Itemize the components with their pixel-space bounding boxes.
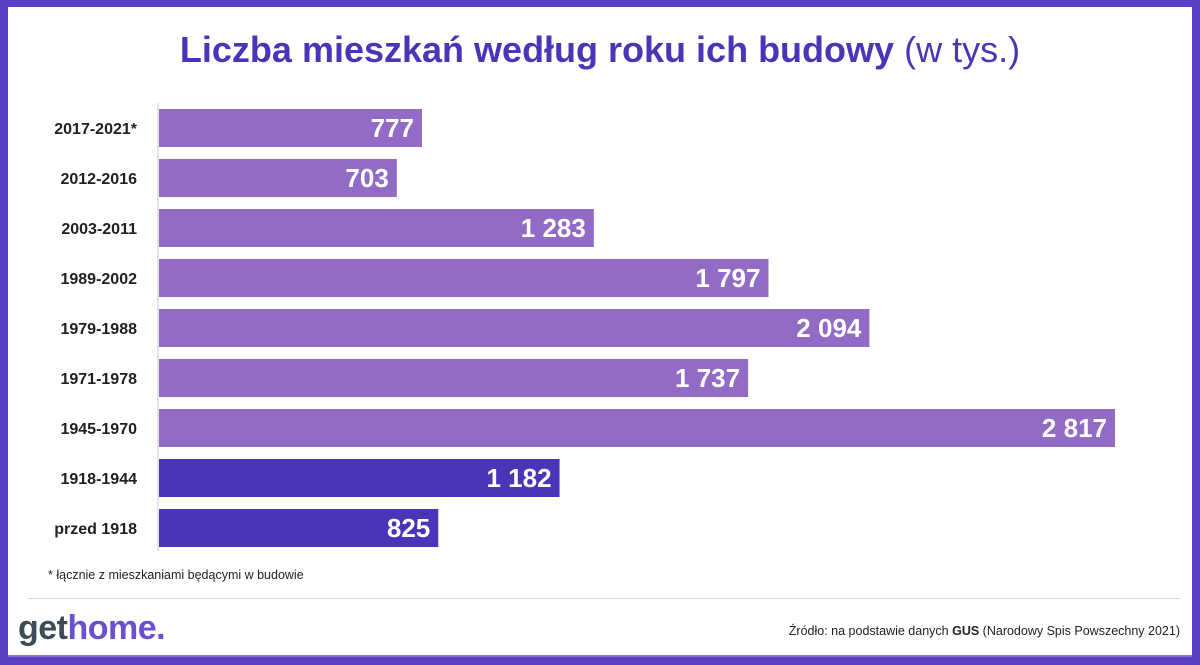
- bar: [159, 259, 769, 297]
- value-label: 777: [371, 113, 414, 143]
- value-label: 825: [387, 513, 430, 543]
- value-label: 1 797: [695, 263, 760, 293]
- source-suffix: (Narodowy Spis Powszechny 2021): [982, 624, 1180, 638]
- footnote: * łącznie z mieszkaniami będącymi w budo…: [48, 568, 304, 582]
- category-label: 1971-1978: [60, 371, 137, 388]
- value-label: 703: [345, 163, 388, 193]
- value-label: 2 094: [796, 313, 862, 343]
- source-org: GUS: [952, 624, 980, 638]
- chart-title: Liczba mieszkań według roku ich budowy (…: [0, 28, 1200, 72]
- logo-home: home.: [67, 609, 166, 647]
- logo-get: get: [18, 609, 68, 647]
- category-label: 1979-1988: [60, 321, 137, 338]
- chart-title-main: Liczba mieszkań według roku ich budowy: [179, 29, 895, 70]
- bar: [159, 309, 870, 347]
- value-label: 1 283: [521, 213, 586, 243]
- bar: [159, 209, 594, 247]
- value-label: 1 737: [675, 363, 740, 393]
- category-label: 2003-2011: [61, 221, 137, 238]
- bar: [159, 409, 1115, 447]
- bar: [159, 459, 560, 497]
- category-label: 1945-1970: [60, 421, 137, 438]
- bar: [159, 159, 397, 197]
- bar: [159, 359, 749, 397]
- source-prefix: Źródło: na podstawie danych: [788, 624, 949, 638]
- category-label: 2012-2016: [60, 171, 137, 188]
- gethome-logo: gethome.: [18, 608, 166, 648]
- frame-inner: [8, 7, 1192, 657]
- divider: [28, 598, 1180, 599]
- chart-title-unit: (w tys.): [904, 29, 1021, 70]
- value-label: 2 817: [1042, 413, 1107, 443]
- category-label: przed 1918: [54, 521, 137, 538]
- value-label: 1 182: [486, 463, 551, 493]
- category-label: 1989-2002: [60, 271, 137, 288]
- category-label: 2017-2021*: [54, 121, 138, 138]
- source-note: Źródło: na podstawie danych GUS (Narodow…: [789, 624, 1180, 638]
- bar: [159, 109, 422, 147]
- bar: [159, 509, 439, 547]
- category-label: 1918-1944: [60, 471, 137, 488]
